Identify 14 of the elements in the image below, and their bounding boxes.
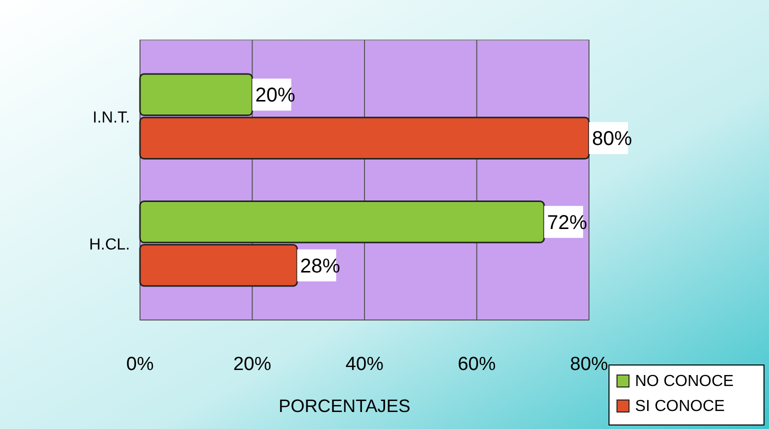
x-tick-label: 20% [233, 354, 272, 375]
y-tick-label: I.N.T. [92, 109, 130, 126]
x-tick-label: 80% [570, 354, 608, 375]
x-tick-label: 40% [345, 354, 384, 375]
x-axis-title: PORCENTAJES [278, 396, 410, 416]
data-label: 72% [547, 212, 588, 234]
data-label: 20% [255, 84, 296, 107]
legend-label: NO CONOCE [635, 373, 734, 390]
x-tick-label: 60% [458, 354, 496, 375]
data-label: 80% [592, 128, 632, 150]
data-label: 28% [300, 255, 340, 278]
legend-label: SI CONOCE [635, 398, 725, 415]
y-tick-label: H.CL. [89, 236, 130, 254]
x-tick-label: 0% [126, 354, 154, 375]
